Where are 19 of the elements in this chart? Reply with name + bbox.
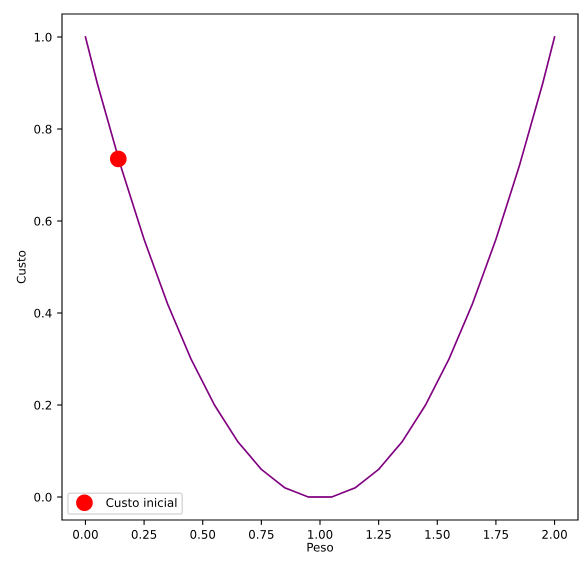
x-tick-label: 1.25	[366, 530, 391, 539]
y-tick-label: 0.8	[34, 124, 52, 134]
x-tick-label: 0.50	[190, 530, 216, 539]
y-axis-title: Custo	[16, 250, 26, 284]
x-axis-title: Peso	[307, 542, 334, 552]
y-tick-label: 0.6	[34, 216, 52, 226]
x-tick-label: 0.25	[132, 530, 156, 539]
x-tick-label: 2.00	[542, 530, 567, 539]
legend-label: Custo inicial	[106, 498, 176, 508]
y-tick-label: 0.4	[34, 308, 52, 318]
x-tick-label: 1.75	[484, 530, 508, 539]
line-series	[84, 36, 556, 498]
y-tick-label: 0.0	[34, 492, 52, 502]
y-tick-label: 1.0	[34, 32, 52, 42]
x-tick-label: 0.00	[73, 530, 98, 539]
x-tick-label: 1.50	[425, 530, 450, 539]
x-tick-label: 0.75	[249, 530, 274, 539]
y-tick-label: 0.2	[34, 400, 52, 410]
x-tick-label: 1.00	[308, 530, 332, 539]
